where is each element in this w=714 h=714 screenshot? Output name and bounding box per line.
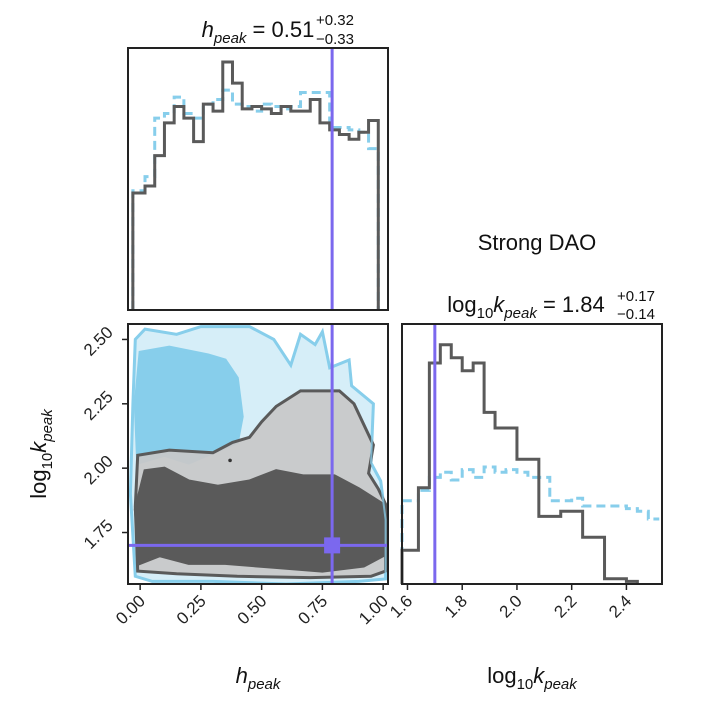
h-x-tick-label-2: 0.50 bbox=[234, 591, 271, 628]
x-ticks-2d: 0.00 0.25 0.50 0.75 1.00 bbox=[112, 584, 392, 628]
k-y-tick-label-1: 2.00 bbox=[80, 452, 117, 489]
k-x-tick-label-1: 1.8 bbox=[441, 591, 471, 621]
prior-contour-overlay bbox=[129, 325, 387, 584]
h-x-tick-label-1: 0.25 bbox=[173, 591, 210, 628]
h-x-tick-label-3: 0.75 bbox=[294, 591, 331, 628]
k-x-tick-label-4: 2.4 bbox=[605, 591, 635, 621]
k-x-tick-label-3: 2.2 bbox=[550, 591, 580, 621]
k-title-plus: +0.17 bbox=[617, 288, 655, 305]
posterior-contour-inner bbox=[133, 466, 385, 573]
h-x-tick-label-0: 0.00 bbox=[112, 591, 149, 628]
k-title-k: k bbox=[493, 292, 505, 317]
sample-dot bbox=[228, 458, 232, 463]
annotation-label: Strong DAO bbox=[478, 230, 597, 255]
k-title-value: 1.84 bbox=[562, 292, 605, 317]
panel-2d: 0.00 0.25 0.50 0.75 1.00 1.75 2.00 2.25 2.50 bbox=[80, 323, 392, 628]
panel-h-hist bbox=[127, 47, 389, 311]
h-title-base: h bbox=[202, 17, 214, 42]
k-title-sub: peak bbox=[503, 305, 538, 322]
h-title-minus: −0.33 bbox=[316, 31, 354, 48]
k-y-tick-label-2: 2.25 bbox=[80, 387, 117, 424]
k-title-minus: −0.14 bbox=[617, 306, 655, 323]
x-axis-label-k: log10kpeak bbox=[487, 663, 578, 693]
h-hist-posterior bbox=[131, 60, 380, 310]
y-ticks-2d: 1.75 2.00 2.25 2.50 bbox=[80, 323, 128, 553]
h-hist-marks bbox=[131, 48, 380, 310]
x-axis-label-h: hpeak bbox=[236, 663, 282, 693]
contour-frame bbox=[127, 323, 389, 585]
h-title-plus: +0.32 bbox=[316, 12, 354, 29]
k-title-base-sub: 10 bbox=[477, 305, 494, 322]
contour-marks bbox=[128, 324, 388, 584]
h-title-value: 0.51 bbox=[272, 17, 315, 42]
k-hist-frame bbox=[401, 323, 663, 585]
panel-k-hist: 1.6 1.8 2.0 2.2 2.4 bbox=[386, 323, 663, 622]
k-hist-prior bbox=[400, 465, 660, 584]
k-y-tick-label-3: 2.50 bbox=[80, 323, 117, 360]
k-y-tick-label-0: 1.75 bbox=[80, 516, 117, 553]
k-title-base: log bbox=[447, 292, 476, 317]
k-hist-posterior bbox=[400, 343, 639, 584]
h-x-tick-label-4: 1.00 bbox=[355, 591, 392, 628]
k-hist-marks bbox=[400, 324, 660, 584]
k-x-tick-label-0: 1.6 bbox=[386, 591, 416, 621]
k-title: log10kpeak = 1.84 bbox=[447, 292, 604, 322]
truth-marker bbox=[324, 537, 341, 554]
h-title: hpeak = 0.51 bbox=[202, 17, 315, 47]
h-hist-frame bbox=[127, 47, 389, 311]
k-x-tick-label-2: 2.0 bbox=[496, 591, 526, 621]
h-title-sub: peak bbox=[213, 30, 248, 47]
x-ticks-k: 1.6 1.8 2.0 2.2 2.4 bbox=[386, 584, 635, 622]
y-axis-label-k: log10kpeak bbox=[26, 408, 56, 499]
